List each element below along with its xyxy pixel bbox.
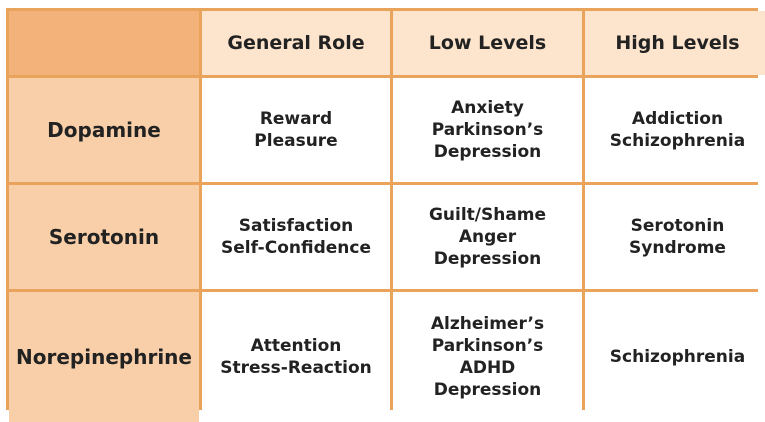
serotonin-general-role-cell: Satisfaction Self-Confidence (202, 185, 390, 289)
norepinephrine-high-levels-cell: Schizophrenia (585, 292, 765, 422)
norepinephrine-general-role-cell: Attention Stress-Reaction (202, 292, 390, 422)
cell-line: Serotonin (630, 216, 725, 236)
cell-line: Addiction (631, 109, 724, 129)
cell-line: Schizophrenia (609, 347, 746, 367)
serotonin-high-levels-cell: Serotonin Syndrome (585, 185, 765, 289)
cell-line: Anxiety (451, 98, 524, 118)
cell-line: Alzheimer’s (430, 314, 545, 334)
cell-line: Pleasure (254, 131, 338, 151)
cell-line: Reward (259, 109, 333, 129)
cell-line: Depression (433, 142, 542, 162)
cell-line: Anger (458, 227, 517, 247)
cell-line: Self-Confidence (220, 238, 372, 258)
dopamine-low-levels-cell: Anxiety Parkinson’s Depression (393, 78, 582, 182)
serotonin-low-levels-cell: Guilt/Shame Anger Depression (393, 185, 582, 289)
cell-line: Syndrome (629, 238, 726, 258)
cell-line: Parkinson’s (431, 336, 544, 356)
cell-line: Satisfaction (238, 216, 354, 236)
row-header-norepinephrine: Norepinephrine (9, 292, 199, 422)
column-header-high-levels: High Levels (585, 11, 765, 75)
cell-line: Depression (433, 380, 542, 400)
neurotransmitter-table: General Role Low Levels High Levels Dopa… (6, 8, 765, 422)
row-header-dopamine: Dopamine (9, 78, 199, 182)
cell-line: Depression (433, 249, 542, 269)
table-corner-cell (9, 11, 199, 75)
column-header-general-role: General Role (202, 11, 390, 75)
cell-line: Schizophrenia (609, 131, 746, 151)
column-header-low-levels: Low Levels (393, 11, 582, 75)
cell-line: Stress-Reaction (220, 358, 372, 378)
dopamine-general-role-cell: Reward Pleasure (202, 78, 390, 182)
dopamine-high-levels-cell: Addiction Schizophrenia (585, 78, 765, 182)
cell-line: Attention (250, 336, 342, 356)
cell-line: Parkinson’s (431, 120, 544, 140)
norepinephrine-low-levels-cell: Alzheimer’s Parkinson’s ADHD Depression (393, 292, 582, 422)
cell-line: ADHD (459, 358, 516, 378)
row-header-serotonin: Serotonin (9, 185, 199, 289)
cell-line: Guilt/Shame (428, 205, 547, 225)
